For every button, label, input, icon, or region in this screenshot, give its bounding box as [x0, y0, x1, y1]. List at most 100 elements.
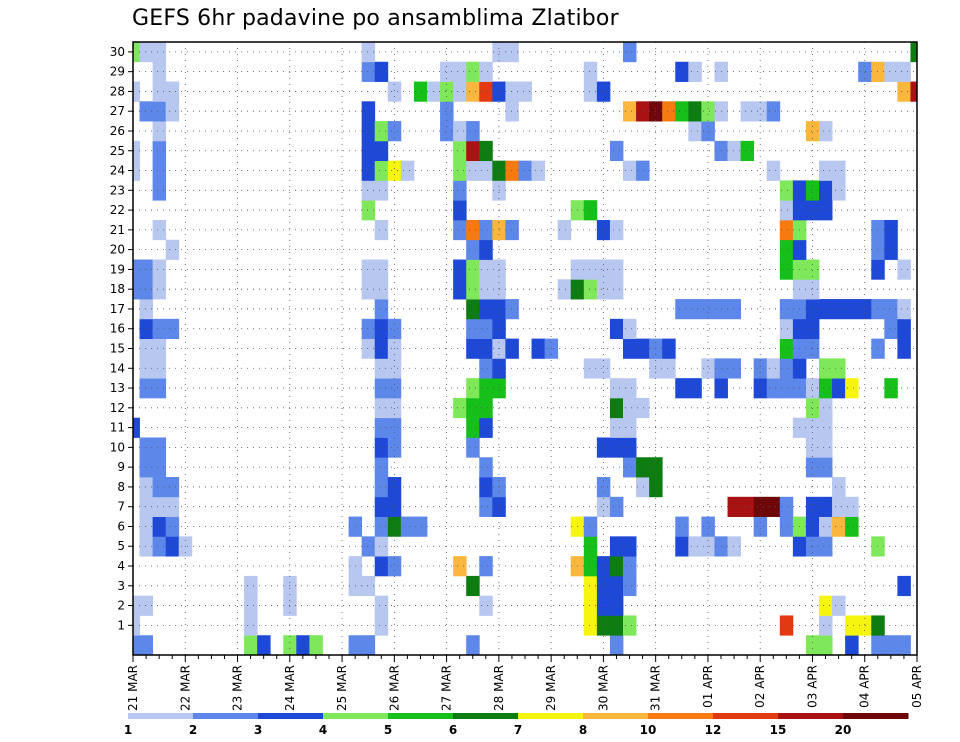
heatmap-cell — [819, 536, 833, 557]
heatmap-cell — [387, 496, 402, 517]
y-tick-label: 27 — [110, 104, 125, 118]
colorbar-legend: 1 2 3 4 5 6 7 8 10 12 15 20 — [124, 713, 909, 737]
heatmap-cell — [374, 536, 389, 557]
heatmap-cell — [479, 259, 493, 280]
heatmap-cell — [609, 259, 624, 280]
heatmap-cell — [466, 239, 480, 260]
heatmap-cell — [609, 496, 624, 517]
colorbar-label: 2 — [189, 723, 197, 737]
heatmap-cell — [152, 42, 167, 63]
heatmap-cell — [139, 536, 153, 557]
x-tick-label: 24 MAR — [283, 665, 297, 711]
colorbar-label: 4 — [319, 723, 327, 737]
colorbar-label: 6 — [449, 723, 457, 737]
heatmap-cell — [596, 556, 611, 577]
y-tick-label: 8 — [117, 480, 125, 494]
heatmap-cell — [139, 338, 153, 359]
heatmap-cell — [675, 61, 689, 82]
heatmap-cell — [152, 516, 167, 537]
heatmap-cell — [832, 160, 846, 181]
heatmap-cell — [766, 160, 781, 181]
heatmap-cell — [133, 42, 140, 63]
heatmap-cell — [479, 358, 493, 379]
heatmap-cell — [505, 338, 519, 359]
heatmap-cell — [244, 635, 258, 656]
heatmap-cell — [479, 318, 493, 340]
heatmap-cell — [845, 496, 859, 517]
heatmap-cell — [583, 200, 598, 221]
heatmap-cell — [374, 279, 389, 300]
heatmap-cell — [623, 160, 637, 181]
heatmap-cell — [165, 81, 180, 102]
heatmap-cell — [257, 635, 271, 656]
heatmap-cell — [466, 378, 480, 399]
heatmap-cell — [479, 81, 493, 102]
heatmap-cell — [133, 279, 140, 300]
heatmap-cell — [701, 299, 715, 320]
heatmap-cell — [662, 101, 676, 122]
heatmap-cell — [832, 180, 846, 201]
x-axis: 21 MAR 22 MAR 23 MAR 24 MAR 25 MAR 26 MAR 27 M… — [126, 655, 924, 711]
heatmap-cell — [675, 516, 689, 537]
heatmap-cell — [139, 437, 153, 458]
heatmap-cell — [583, 61, 598, 82]
heatmap-cell — [466, 219, 480, 241]
heatmap-cell — [701, 516, 715, 537]
heatmap-cell — [453, 259, 467, 280]
heatmap-cell — [133, 635, 140, 656]
heatmap-cell — [479, 457, 493, 478]
x-tick-label: 05 APR — [910, 665, 924, 708]
heatmap-cell — [152, 140, 167, 162]
heatmap-cell — [152, 536, 167, 557]
heatmap-cell — [453, 219, 467, 241]
y-axis: 1234567891011121314151617181920212223242… — [110, 45, 133, 632]
heatmap-cell — [283, 635, 297, 656]
heatmap-cell — [832, 477, 846, 498]
y-tick-label: 14 — [110, 361, 125, 375]
heatmap-cell — [845, 516, 859, 537]
colorbar-swatch — [583, 713, 649, 719]
heatmap-cell — [884, 318, 898, 340]
heatmap-cell — [466, 121, 480, 142]
colorbar-swatch — [323, 713, 389, 719]
heatmap-cell — [440, 81, 454, 102]
grid-lines — [133, 42, 918, 655]
y-tick-label: 26 — [110, 124, 125, 138]
heatmap-cell — [505, 101, 519, 122]
x-tick-label: 26 MAR — [387, 665, 401, 711]
heatmap-cell — [479, 417, 493, 438]
x-tick-label: 28 MAR — [492, 665, 506, 711]
y-tick-label: 12 — [110, 401, 125, 415]
heatmap-cell — [858, 615, 872, 636]
heatmap-cell — [819, 437, 833, 458]
heatmap-cell — [662, 338, 676, 359]
x-tick-label: 01 APR — [701, 665, 715, 708]
y-tick-label: 16 — [110, 322, 125, 336]
heatmap-cell — [740, 496, 755, 517]
heatmap-cell — [479, 477, 493, 498]
heatmap-cell — [139, 259, 153, 280]
heatmap-cell — [819, 378, 833, 399]
heatmap-cell — [596, 496, 611, 517]
y-tick-label: 13 — [110, 381, 125, 395]
x-tick-label: 23 MAR — [231, 665, 245, 711]
heatmap-cell — [453, 556, 467, 577]
heatmap-cell — [505, 81, 519, 102]
heatmap-cell — [139, 516, 153, 537]
heatmap-cell — [871, 615, 885, 636]
heatmap-cell — [413, 516, 428, 537]
heatmap-cell — [805, 516, 820, 537]
heatmap-cell — [805, 180, 820, 201]
heatmap-cell — [688, 536, 702, 557]
y-tick-label: 4 — [117, 559, 125, 573]
heatmap-cell — [819, 417, 833, 438]
heatmap-cell — [165, 318, 180, 340]
heatmap-cell — [779, 615, 794, 636]
y-tick-label: 20 — [110, 243, 125, 257]
heatmap-cell — [897, 635, 911, 656]
heatmap-cell — [453, 279, 467, 300]
heatmap-cell — [897, 575, 911, 597]
heatmap-cell — [505, 219, 519, 241]
heatmap-cell — [374, 397, 389, 419]
heatmap-cell — [466, 61, 480, 82]
